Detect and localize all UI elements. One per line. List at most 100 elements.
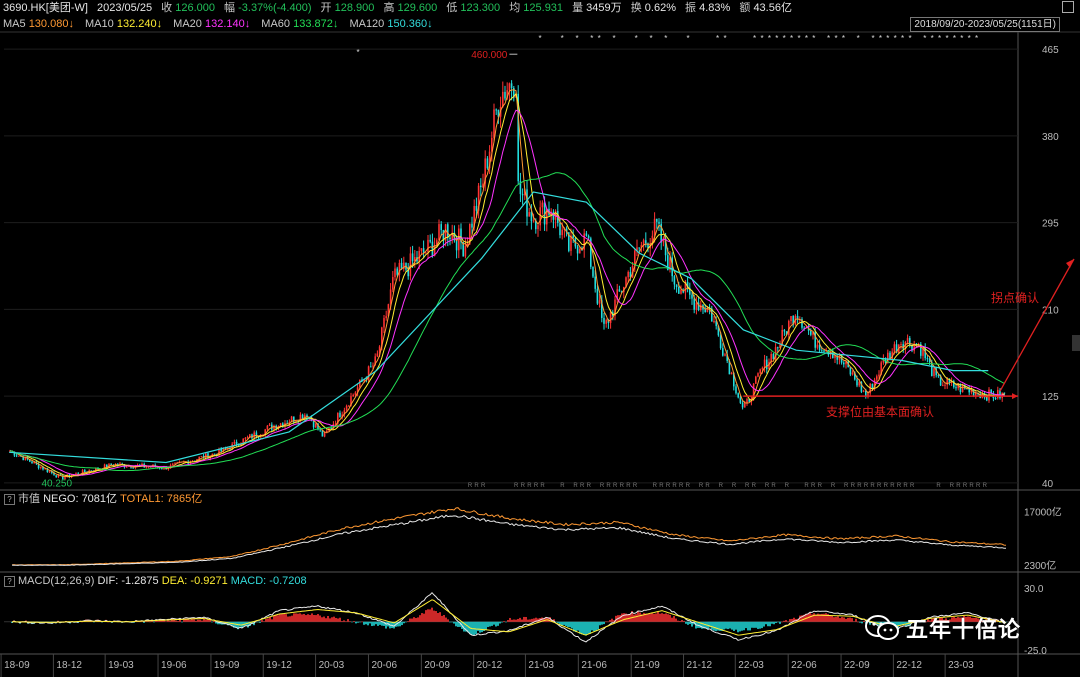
- macd-bar: [765, 621, 767, 625]
- macd-bar: [345, 621, 347, 622]
- event-marker: *: [871, 34, 874, 43]
- macd-bar: [385, 621, 387, 629]
- candle-body: [44, 468, 46, 470]
- macd-bar: [683, 620, 685, 622]
- candle-body: [387, 304, 390, 317]
- candle-body: [658, 221, 660, 224]
- candle-body: [656, 218, 658, 222]
- macd-bar: [411, 618, 413, 622]
- macd-bar: [297, 613, 299, 622]
- x-tick-label: 20-09: [424, 660, 450, 671]
- change-label: 幅: [224, 2, 236, 14]
- candle-body: [293, 416, 295, 422]
- candle-body: [18, 455, 20, 457]
- macd-bar: [589, 621, 591, 634]
- macd-bar: [293, 613, 295, 622]
- macd-bar: [203, 618, 205, 622]
- candle-body: [141, 463, 143, 466]
- macd-bar: [897, 621, 899, 629]
- candle-body: [596, 288, 599, 304]
- macd-bar: [217, 621, 219, 625]
- macd-bar: [259, 621, 261, 623]
- macd-bar: [413, 617, 415, 622]
- macd-bar: [477, 621, 479, 631]
- macd-bar: [663, 613, 665, 622]
- dividend-marker: R: [969, 483, 974, 489]
- macd-bar: [955, 618, 957, 622]
- macd-bar: [927, 619, 929, 622]
- macd-bar: [249, 621, 251, 627]
- macd-bar: [649, 614, 651, 622]
- macd-bar: [363, 621, 365, 625]
- candle-body: [319, 429, 321, 431]
- macd-bar: [445, 617, 447, 622]
- inflection-arrowhead: [1066, 259, 1074, 268]
- candle-body: [167, 468, 170, 470]
- macd-bar: [723, 621, 725, 630]
- avg-label: 均: [509, 2, 521, 14]
- macd-bar: [769, 621, 771, 627]
- x-tick-label: 19-12: [266, 660, 292, 671]
- candle-body: [484, 158, 486, 184]
- event-marker: *: [945, 34, 948, 43]
- macd-bar: [393, 621, 395, 629]
- macd-bar: [729, 621, 731, 629]
- macd-bar: [333, 616, 335, 622]
- dividend-marker: R: [903, 483, 908, 489]
- candle-body: [458, 228, 460, 251]
- candle-body: [810, 330, 812, 335]
- candle-body: [246, 437, 249, 439]
- macd-bar: [379, 621, 381, 625]
- date-range[interactable]: 2018/09/20-2023/05/25(1151日): [910, 17, 1060, 32]
- dividend-marker: R: [573, 483, 578, 489]
- candle-body: [460, 228, 462, 243]
- macd-bar: [747, 621, 749, 631]
- macd-bar: [907, 621, 909, 627]
- macd-bar: [487, 621, 489, 628]
- macd-bar: [285, 614, 287, 622]
- candle-body: [211, 453, 214, 456]
- help-icon[interactable]: ?: [4, 493, 15, 505]
- candle-body: [125, 466, 128, 468]
- candle-body: [693, 298, 695, 310]
- macd-bar: [639, 612, 641, 622]
- candle-body: [675, 284, 678, 288]
- dividend-marker: R: [811, 483, 816, 489]
- macd-bar: [601, 621, 603, 625]
- x-tick-label: 18-09: [4, 660, 30, 671]
- macd-bar: [627, 614, 629, 622]
- macd-bar: [957, 617, 959, 622]
- side-tab[interactable]: [1072, 335, 1080, 351]
- macd-bar: [703, 621, 705, 629]
- candle-body: [398, 262, 401, 275]
- candle-body: [625, 277, 627, 288]
- candle-body: [493, 109, 495, 138]
- candle-body: [198, 456, 200, 460]
- macd-bar: [767, 621, 769, 627]
- macd-bar: [609, 620, 611, 622]
- help-icon[interactable]: ?: [4, 575, 15, 587]
- candle-body: [845, 361, 847, 365]
- candle-body: [609, 312, 612, 323]
- symbol[interactable]: 3690.HK[美团-W]: [3, 2, 88, 14]
- candle-body: [444, 224, 447, 241]
- macd-bar: [717, 621, 719, 631]
- candle-body: [579, 249, 581, 254]
- candle-body: [614, 299, 616, 316]
- macd-bar: [709, 621, 711, 628]
- candle-body: [781, 329, 783, 346]
- dividend-marker: R: [686, 483, 691, 489]
- macd-bar: [227, 621, 229, 626]
- candle-body: [816, 344, 819, 348]
- macd-bar: [811, 614, 813, 622]
- macd-bar: [533, 618, 535, 622]
- macd-bar: [975, 617, 977, 622]
- macd-bar: [523, 616, 525, 622]
- macd-bar: [459, 621, 461, 627]
- macd-bar: [665, 613, 667, 622]
- layout-icon[interactable]: [1062, 1, 1074, 13]
- candle-body: [339, 412, 341, 418]
- quote-bar: 3690.HK[美团-W] 2023/05/25 收 126.000 幅 -3.…: [0, 0, 1080, 16]
- candle-body: [282, 423, 284, 427]
- dividend-marker: R: [950, 483, 955, 489]
